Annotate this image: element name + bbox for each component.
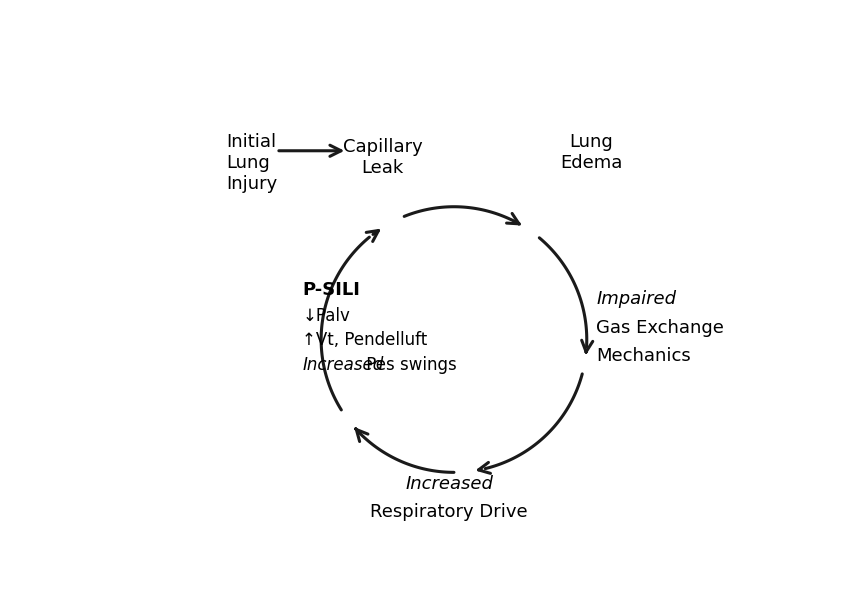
Text: Pes swings: Pes swings — [361, 356, 457, 374]
Text: Gas Exchange: Gas Exchange — [596, 318, 724, 337]
Text: Lung
Edema: Lung Edema — [560, 133, 623, 172]
Text: Capillary
Leak: Capillary Leak — [343, 138, 423, 177]
Text: Increased: Increased — [405, 475, 493, 493]
Text: Increased: Increased — [302, 356, 384, 374]
Text: Respiratory Drive: Respiratory Drive — [371, 503, 528, 521]
Text: Mechanics: Mechanics — [596, 347, 691, 365]
Text: Initial
Lung
Injury: Initial Lung Injury — [227, 133, 277, 193]
Text: Impaired: Impaired — [596, 290, 676, 308]
Text: ↓Palv: ↓Palv — [302, 307, 350, 325]
Text: P-SILI: P-SILI — [302, 281, 360, 299]
Text: ↑Vt, Pendelluft: ↑Vt, Pendelluft — [302, 331, 427, 349]
